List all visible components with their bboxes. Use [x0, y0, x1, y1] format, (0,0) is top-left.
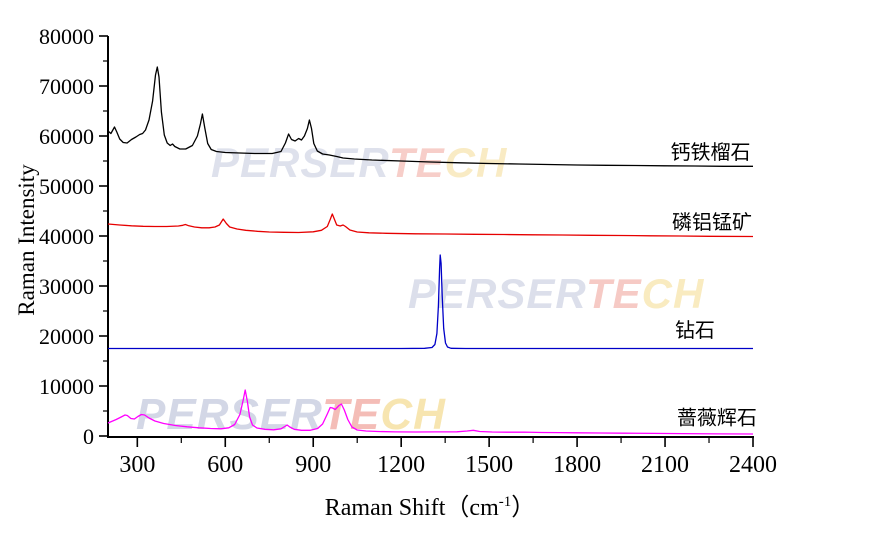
y-tick-label: 20000 — [39, 324, 94, 349]
spectrum-curve-andradite — [107, 66, 753, 167]
x-tick-label: 1800 — [553, 452, 601, 478]
series-label-rhodonite: 蔷薇辉石 — [677, 407, 757, 430]
x-tick-label: 2100 — [641, 452, 689, 478]
y-tick-label: 80000 — [39, 24, 94, 49]
y-tick-label: 50000 — [39, 174, 94, 199]
y-tick-label: 70000 — [39, 74, 94, 99]
y-axis-title: Raman Intensity — [14, 164, 39, 316]
series-label-diamond: 钻石 — [675, 319, 715, 342]
y-tick-label: 60000 — [39, 124, 94, 149]
spectrum-curve-rhodonite — [107, 389, 754, 435]
x-tick-label: 900 — [295, 452, 331, 478]
spectrum-curve-manganese-phosphate — [107, 213, 754, 238]
x-tick-label: 1200 — [377, 452, 425, 478]
x-tick-label: 1500 — [465, 452, 513, 478]
series-label-andradite: 钙铁榴石 — [670, 141, 750, 164]
y-tick-label: 40000 — [39, 224, 94, 249]
x-axis-title-superscript: -1 — [498, 494, 512, 510]
x-axis-title-prefix: Raman Shift（cm — [324, 495, 499, 521]
x-tick-label: 300 — [119, 452, 155, 478]
x-axis-title: Raman Shift（cm-1） — [325, 487, 535, 522]
y-tick-label: 0 — [83, 424, 94, 449]
watermark-text: PERSERTECH — [408, 270, 705, 317]
y-tick-label: 30000 — [39, 274, 94, 299]
y-tick-label: 10000 — [39, 374, 94, 399]
x-tick-label: 2400 — [729, 452, 777, 478]
spectrum-curve-diamond — [108, 254, 753, 350]
x-tick-label: 600 — [207, 452, 243, 478]
x-axis-title-suffix: ） — [511, 495, 536, 521]
series-label-manganese-phosphate: 磷铝锰矿 — [672, 211, 752, 234]
watermark-text: PERSERTECH — [136, 390, 446, 439]
